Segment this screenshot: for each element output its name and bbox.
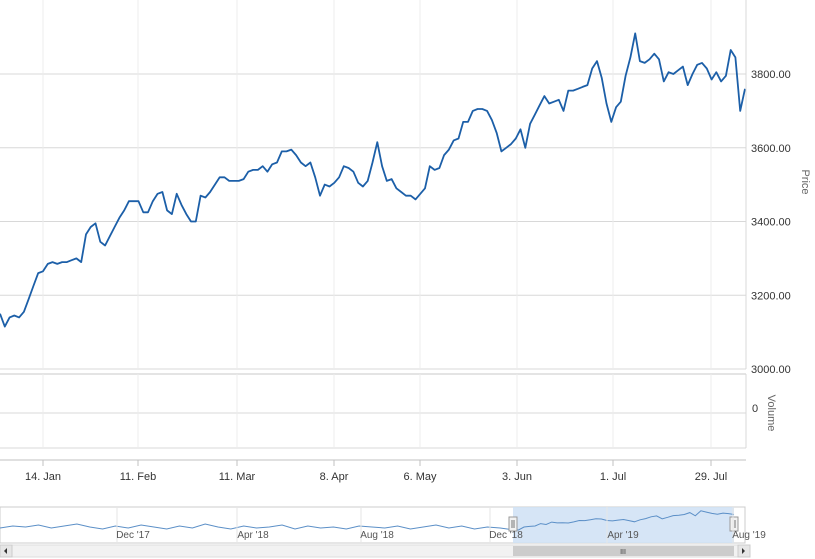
volume-axis-tick: 0 xyxy=(752,403,758,415)
time-tick-label: 8. Apr xyxy=(320,471,349,483)
navigator-label: Dec '17 xyxy=(116,530,150,541)
navigator-left-handle[interactable] xyxy=(508,516,518,532)
navigator-handle-body[interactable] xyxy=(729,516,739,532)
price-axis: 3000.00 3200.00 3400.00 3600.00 3800.00 xyxy=(745,0,791,376)
price-tick-label: 3000.00 xyxy=(751,364,791,376)
time-tick-label: 29. Jul xyxy=(695,471,727,483)
price-tick-label: 3600.00 xyxy=(751,143,791,155)
navigator-handle-body[interactable] xyxy=(508,516,518,532)
navigator-selection[interactable] xyxy=(513,507,734,543)
chevron-left-icon xyxy=(4,548,7,554)
time-tick-label: 1. Jul xyxy=(600,471,626,483)
chevron-right-icon xyxy=(742,548,745,554)
time-tick-label: 11. Feb xyxy=(120,471,157,483)
navigator-label: Aug '19 xyxy=(732,530,766,541)
price-gridlines xyxy=(0,73,746,370)
navigator-scrollbar[interactable]: III xyxy=(0,544,751,558)
volume-pane xyxy=(0,373,747,449)
navigator[interactable]: Dec '17 Apr '18 Aug '18 Dec '18 Apr '19 Aug '… xyxy=(0,506,766,558)
price-axis-title: Price xyxy=(799,169,811,194)
time-tick-label: 6. May xyxy=(403,471,437,483)
time-tick-label: 11. Mar xyxy=(219,471,256,483)
scrollbar-right-arrow[interactable] xyxy=(737,544,751,558)
navigator-label: Apr '19 xyxy=(607,530,639,541)
time-tick-label: 3. Jun xyxy=(502,471,532,483)
scrollbar-left-arrow[interactable] xyxy=(0,544,13,558)
scrollbar-thumb-grip: III xyxy=(620,549,626,556)
navigator-label: Dec '18 xyxy=(489,530,523,541)
volume-axis-title: Volume xyxy=(765,395,777,432)
scrollbar-thumb[interactable] xyxy=(513,546,734,556)
navigator-right-handle[interactable] xyxy=(729,516,739,532)
navigator-label: Aug '18 xyxy=(360,530,394,541)
price-tick-label: 3200.00 xyxy=(751,290,791,302)
time-gridlines xyxy=(42,0,712,369)
price-tick-label: 3800.00 xyxy=(751,69,791,81)
price-tick-label: 3400.00 xyxy=(751,217,791,229)
price-line[interactable] xyxy=(0,32,746,328)
time-axis: 14. Jan 11. Feb 11. Mar 8. Apr 6. May 3. Jun 1… xyxy=(0,459,746,483)
time-tick-label: 14. Jan xyxy=(25,471,61,483)
navigator-label: Apr '18 xyxy=(237,530,269,541)
price-series[interactable] xyxy=(0,32,746,328)
